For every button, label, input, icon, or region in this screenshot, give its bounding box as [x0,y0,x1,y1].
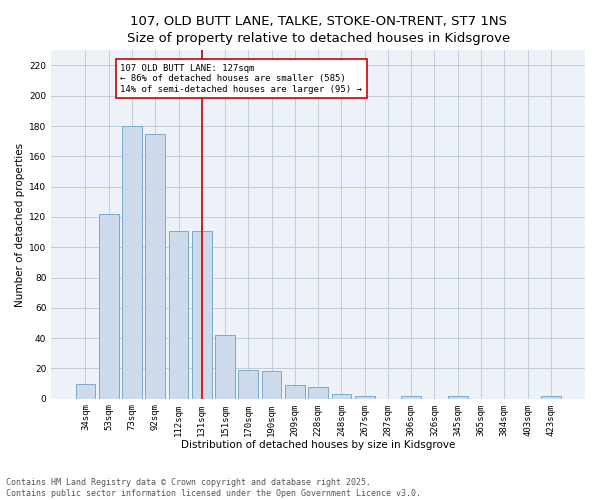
Bar [122,126,142,398]
Text: 107 OLD BUTT LANE: 127sqm
← 86% of detached houses are smaller (585)
14% of semi: 107 OLD BUTT LANE: 127sqm ← 86% of detac… [121,64,362,94]
Bar [145,134,165,398]
Bar [308,386,328,398]
Bar [76,384,95,398]
Y-axis label: Number of detached properties: Number of detached properties [15,142,25,306]
Bar [448,396,467,398]
Title: 107, OLD BUTT LANE, TALKE, STOKE-ON-TRENT, ST7 1NS
Size of property relative to : 107, OLD BUTT LANE, TALKE, STOKE-ON-TREN… [127,15,510,45]
Bar [238,370,258,398]
Bar [401,396,421,398]
Text: Contains HM Land Registry data © Crown copyright and database right 2025.
Contai: Contains HM Land Registry data © Crown c… [6,478,421,498]
Bar [215,335,235,398]
Bar [99,214,119,398]
Bar [355,396,374,398]
Bar [332,394,352,398]
Bar [285,385,305,398]
X-axis label: Distribution of detached houses by size in Kidsgrove: Distribution of detached houses by size … [181,440,455,450]
Bar [192,230,212,398]
Bar [262,372,281,398]
Bar [169,230,188,398]
Bar [541,396,561,398]
